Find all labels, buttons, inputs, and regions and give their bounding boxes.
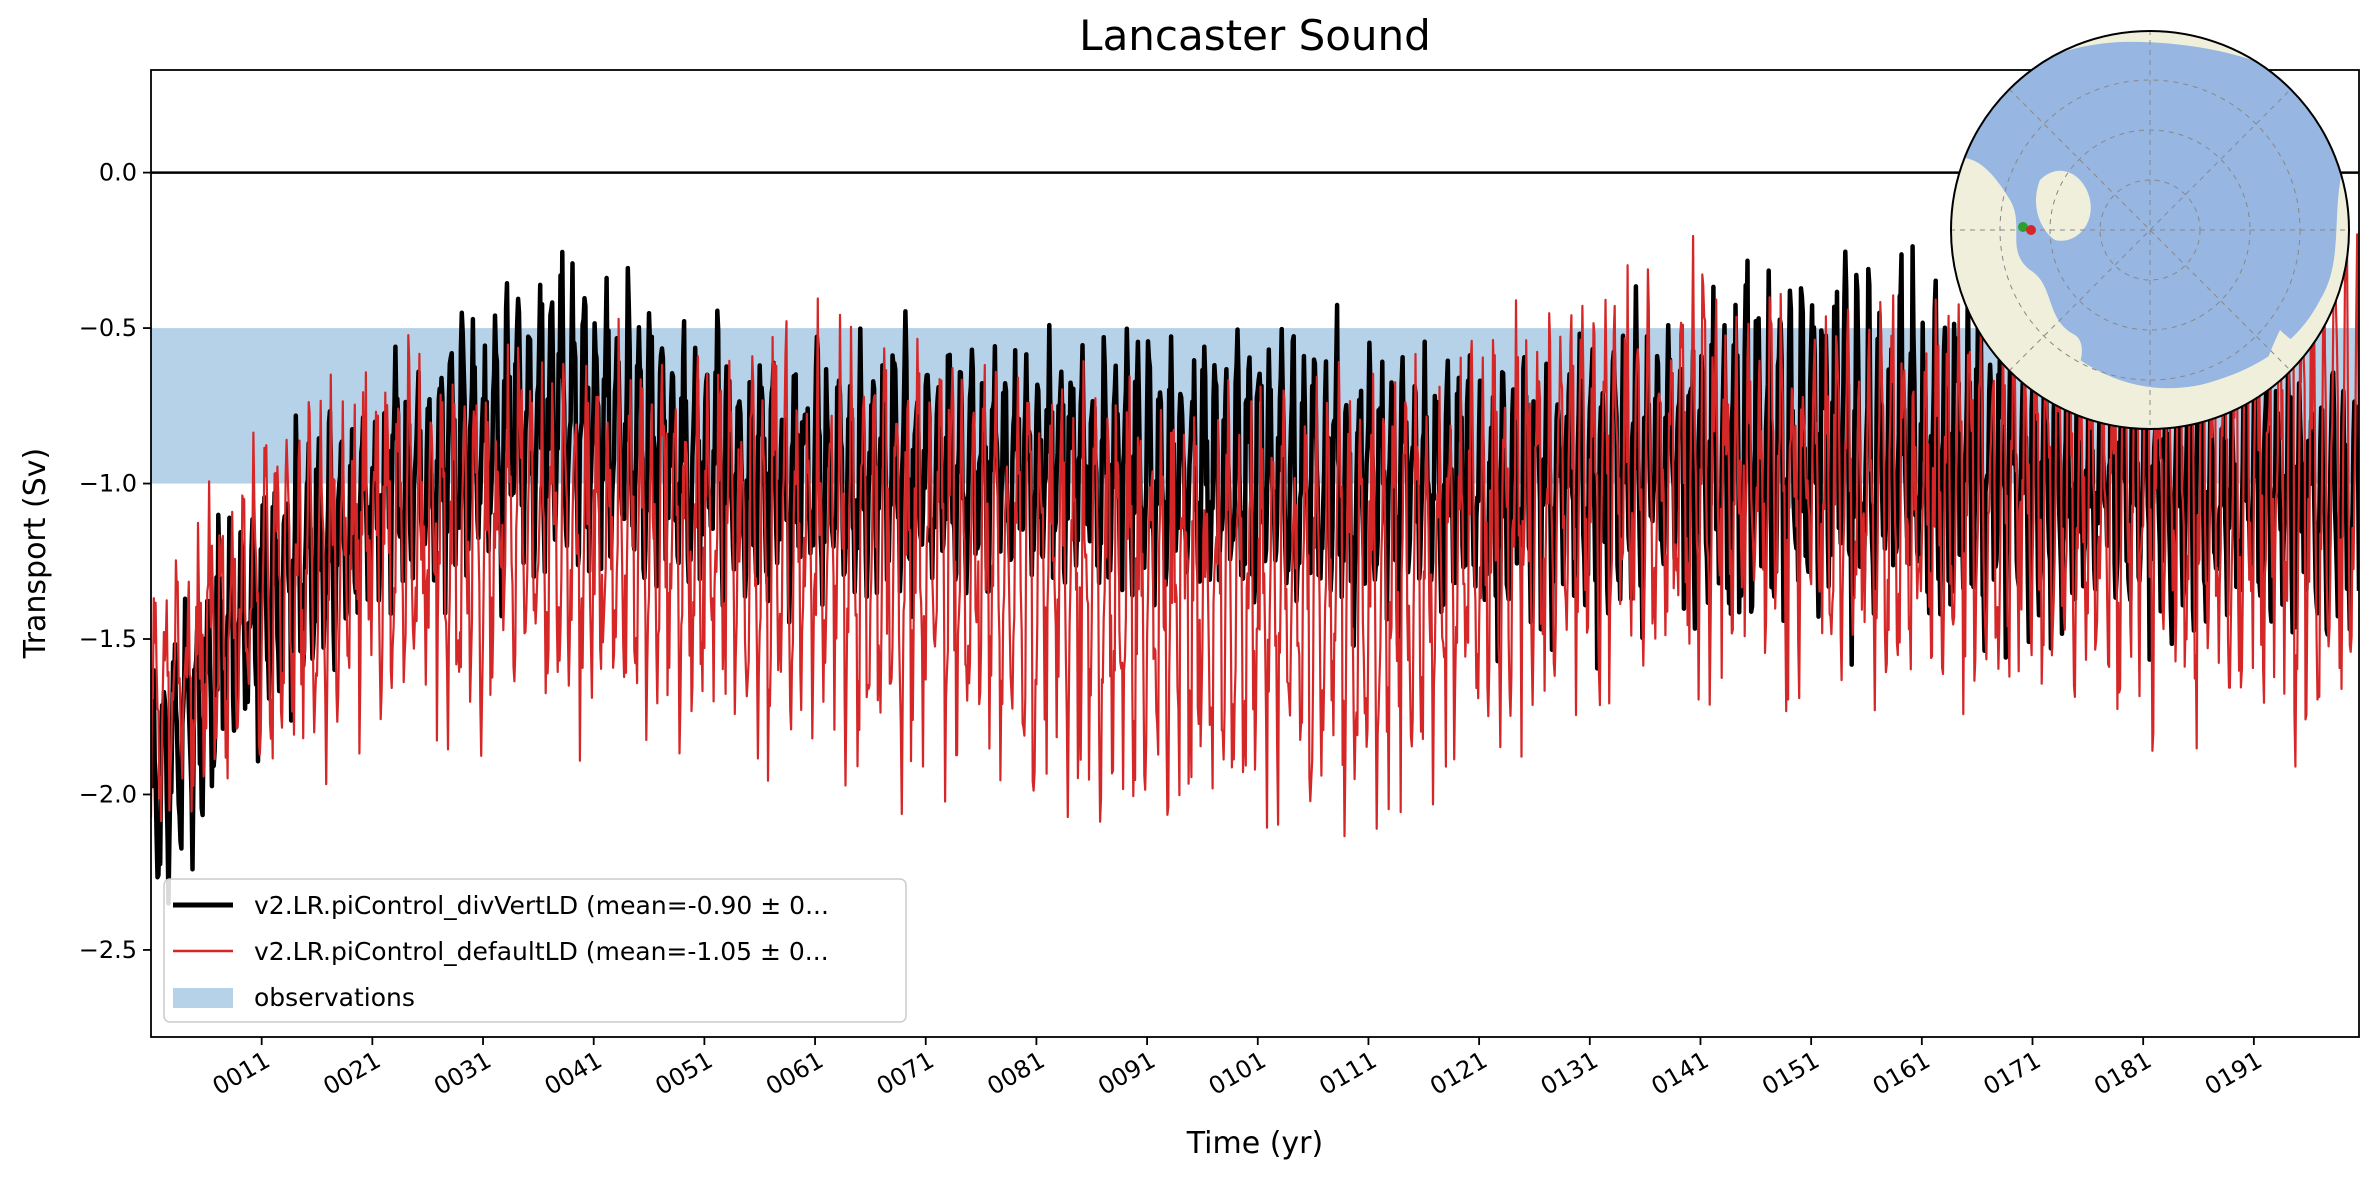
- plot-area: [151, 171, 2359, 906]
- x-tick-label: 0061: [761, 1046, 828, 1101]
- x-tick-label: 0011: [208, 1046, 275, 1101]
- map-marker-start: [2018, 222, 2028, 232]
- legend: v2.LR.piControl_divVertLD (mean=-0.90 ± …: [163, 878, 907, 1023]
- y-tick-label: −1.5: [79, 625, 137, 653]
- x-tick-label: 0121: [1425, 1046, 1492, 1101]
- x-tick-label: 0161: [1868, 1046, 1935, 1101]
- x-tick-label: 0191: [2200, 1046, 2267, 1101]
- y-tick-label: −2.5: [79, 936, 137, 964]
- x-tick-label: 0101: [1204, 1046, 1271, 1101]
- x-tick-label: 0171: [1979, 1046, 2046, 1101]
- x-tick-label: 0081: [983, 1046, 1050, 1101]
- x-tick-label: 0031: [429, 1046, 496, 1101]
- map-border: [1950, 30, 2350, 430]
- map-land-greenland: [2035, 170, 2091, 241]
- x-axis-label: Time (yr): [1186, 1126, 1323, 1161]
- x-tick-label: 0091: [1093, 1046, 1160, 1101]
- series-divvertld-line: [151, 244, 2359, 906]
- legend-label-observations: observations: [254, 983, 415, 1012]
- x-tick-label: 0141: [1647, 1046, 1714, 1101]
- y-tick-label: −1.0: [79, 470, 137, 498]
- map-graticule: [1951, 31, 2349, 429]
- x-tick-label: 0051: [650, 1046, 717, 1101]
- chart-title: Lancaster Sound: [1079, 11, 1431, 60]
- plot-frame: [150, 69, 2360, 1038]
- x-tick-label: 0131: [1536, 1046, 1603, 1101]
- inset-polar-map: [1950, 30, 2350, 430]
- map-arctic-ocean: [1960, 41, 2345, 389]
- series-defaultld-line: [151, 210, 2359, 838]
- x-tick-label: 0041: [540, 1046, 607, 1101]
- legend-box: [163, 878, 907, 1023]
- x-tick-label: 0111: [1315, 1046, 1382, 1101]
- map-marker-end: [2026, 225, 2036, 235]
- y-tick-label: −0.5: [79, 314, 137, 342]
- legend-swatch-observations: [173, 988, 233, 1008]
- x-tick-label: 0071: [872, 1046, 939, 1101]
- x-axis: 0011 0021 0031 0041 0051 0061 0071 0081 0091 0101…: [208, 1037, 2267, 1101]
- y-axis-label: Transport (Sv): [18, 448, 53, 660]
- x-tick-label: 0151: [1757, 1046, 1824, 1101]
- legend-label-divvertld: v2.LR.piControl_divVertLD (mean=-0.90 ± …: [254, 891, 829, 920]
- x-tick-label: 0021: [318, 1046, 385, 1101]
- x-tick-label: 0181: [2089, 1046, 2156, 1101]
- y-tick-label: −2.0: [79, 780, 137, 808]
- y-axis: 0.0 −0.5 −1.0 −1.5 −2.0 −2.5: [79, 159, 151, 964]
- y-tick-label: 0.0: [99, 159, 137, 187]
- legend-label-defaultld: v2.LR.piControl_defaultLD (mean=-1.05 ± …: [254, 937, 829, 966]
